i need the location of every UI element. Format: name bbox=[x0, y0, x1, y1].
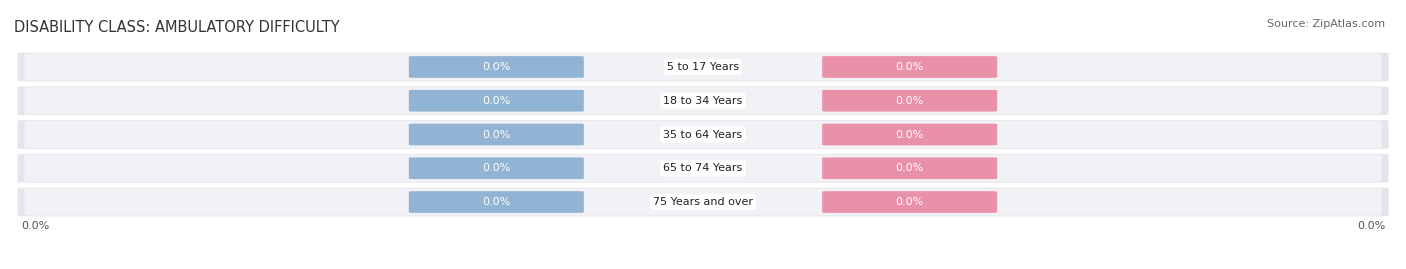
Text: 0.0%: 0.0% bbox=[482, 163, 510, 173]
Text: 0.0%: 0.0% bbox=[1357, 221, 1385, 231]
Text: 0.0%: 0.0% bbox=[896, 96, 924, 106]
FancyBboxPatch shape bbox=[823, 157, 997, 179]
FancyBboxPatch shape bbox=[17, 154, 1389, 183]
FancyBboxPatch shape bbox=[24, 87, 1382, 114]
Text: 0.0%: 0.0% bbox=[21, 221, 49, 231]
Text: 18 to 34 Years: 18 to 34 Years bbox=[664, 96, 742, 106]
Text: 0.0%: 0.0% bbox=[896, 129, 924, 140]
FancyBboxPatch shape bbox=[17, 188, 1389, 216]
FancyBboxPatch shape bbox=[17, 53, 1389, 81]
FancyBboxPatch shape bbox=[823, 191, 997, 213]
Text: Source: ZipAtlas.com: Source: ZipAtlas.com bbox=[1267, 19, 1385, 29]
FancyBboxPatch shape bbox=[24, 54, 1382, 80]
FancyBboxPatch shape bbox=[823, 56, 997, 78]
FancyBboxPatch shape bbox=[24, 189, 1382, 215]
FancyBboxPatch shape bbox=[24, 121, 1382, 148]
Text: 75 Years and over: 75 Years and over bbox=[652, 197, 754, 207]
Text: 35 to 64 Years: 35 to 64 Years bbox=[664, 129, 742, 140]
Text: 0.0%: 0.0% bbox=[896, 163, 924, 173]
Text: 0.0%: 0.0% bbox=[482, 96, 510, 106]
Text: 0.0%: 0.0% bbox=[482, 62, 510, 72]
FancyBboxPatch shape bbox=[17, 120, 1389, 149]
FancyBboxPatch shape bbox=[409, 124, 583, 145]
FancyBboxPatch shape bbox=[409, 191, 583, 213]
FancyBboxPatch shape bbox=[823, 124, 997, 145]
Text: 0.0%: 0.0% bbox=[896, 197, 924, 207]
Text: 0.0%: 0.0% bbox=[896, 62, 924, 72]
Text: 0.0%: 0.0% bbox=[482, 197, 510, 207]
Text: 65 to 74 Years: 65 to 74 Years bbox=[664, 163, 742, 173]
FancyBboxPatch shape bbox=[17, 86, 1389, 115]
Text: 0.0%: 0.0% bbox=[482, 129, 510, 140]
Text: 5 to 17 Years: 5 to 17 Years bbox=[666, 62, 740, 72]
FancyBboxPatch shape bbox=[823, 90, 997, 112]
FancyBboxPatch shape bbox=[409, 157, 583, 179]
FancyBboxPatch shape bbox=[24, 155, 1382, 182]
FancyBboxPatch shape bbox=[409, 56, 583, 78]
Text: DISABILITY CLASS: AMBULATORY DIFFICULTY: DISABILITY CLASS: AMBULATORY DIFFICULTY bbox=[14, 20, 340, 35]
FancyBboxPatch shape bbox=[409, 90, 583, 112]
